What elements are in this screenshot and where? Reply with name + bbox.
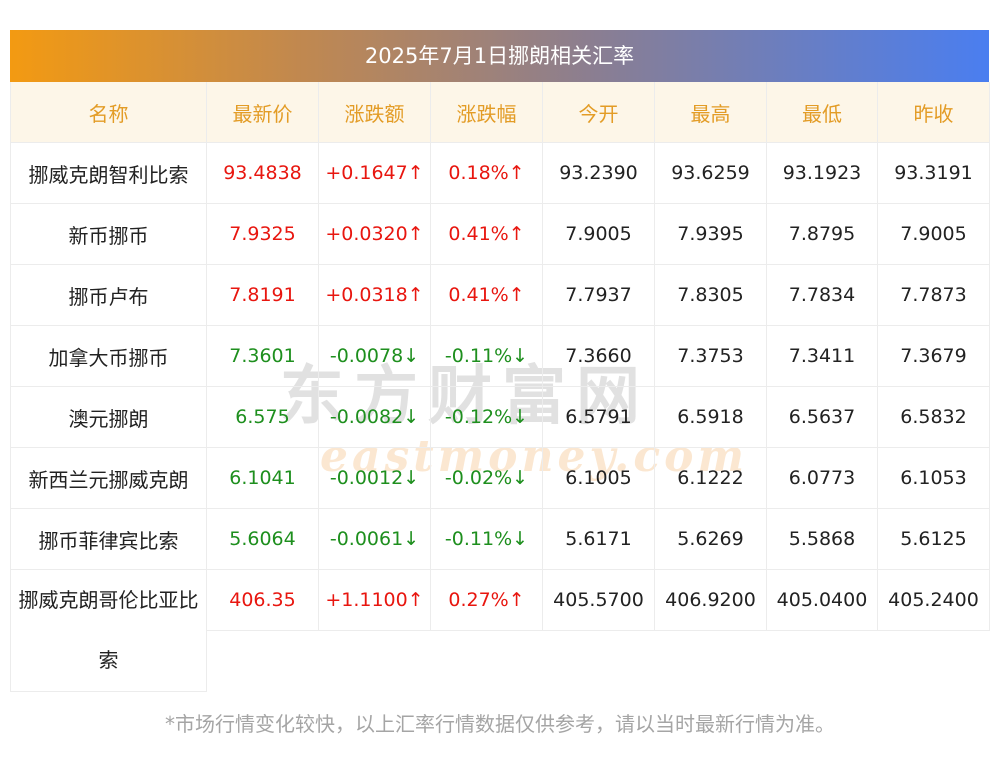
table-title: 2025年7月1日挪朗相关汇率: [10, 30, 989, 82]
header-row: 名称 最新价 涨跌额 涨跌幅 今开 最高 最低 昨收: [10, 82, 990, 143]
table-row: 新西兰元挪威克朗 6.1041 -0.0012↓ -0.02%↓ 6.1005 …: [10, 447, 990, 509]
rates-panel: 2025年7月1日挪朗相关汇率 名称 最新价 涨跌额 涨跌幅 今开 最高 最低 …: [10, 30, 990, 692]
table-row: 挪币菲律宾比索 5.6064 -0.0061↓ -0.11%↓ 5.6171 5…: [10, 508, 990, 570]
pair-name[interactable]: 澳元挪朗: [10, 386, 207, 448]
open-price: 93.2390: [542, 142, 655, 204]
prev-close: 93.3191: [877, 142, 990, 204]
low-price: 7.7834: [766, 264, 878, 326]
table-row: 挪币卢布 7.8191 +0.0318↑ 0.41%↑ 7.7937 7.830…: [10, 264, 990, 326]
change-amount: -0.0012↓: [318, 447, 431, 509]
low-price: 6.5637: [766, 386, 878, 448]
col-header-name: 名称: [10, 82, 207, 143]
col-header-high: 最高: [654, 82, 767, 143]
high-price: 7.8305: [654, 264, 767, 326]
latest-price: 6.575: [206, 386, 319, 448]
pair-name[interactable]: 挪威克朗智利比索: [10, 142, 207, 204]
col-header-prev: 昨收: [877, 82, 990, 143]
prev-close: 5.6125: [877, 508, 990, 570]
latest-price: 5.6064: [206, 508, 319, 570]
pair-name[interactable]: 新西兰元挪威克朗: [10, 447, 207, 509]
change-amount: -0.0061↓: [318, 508, 431, 570]
high-price: 6.1222: [654, 447, 767, 509]
latest-price: 406.35: [206, 569, 319, 631]
open-price: 6.5791: [542, 386, 655, 448]
change-percent: 0.41%↑: [430, 264, 543, 326]
pair-name[interactable]: 挪币菲律宾比索: [10, 508, 207, 570]
table-row: 挪威克朗智利比索 93.4838 +0.1647↑ 0.18%↑ 93.2390…: [10, 142, 990, 204]
footnote: *市场行情变化较快，以上汇率行情数据仅供参考，请以当时最新行情为准。: [165, 712, 835, 736]
open-price: 405.5700: [542, 569, 655, 631]
col-header-latest: 最新价: [206, 82, 319, 143]
pair-name[interactable]: 挪威克朗哥伦比亚比索: [10, 569, 207, 692]
change-percent: 0.18%↑: [430, 142, 543, 204]
change-amount: +0.0318↑: [318, 264, 431, 326]
low-price: 7.8795: [766, 203, 878, 265]
latest-price: 7.9325: [206, 203, 319, 265]
table-row: 加拿大币挪币 7.3601 -0.0078↓ -0.11%↓ 7.3660 7.…: [10, 325, 990, 387]
latest-price: 6.1041: [206, 447, 319, 509]
low-price: 7.3411: [766, 325, 878, 387]
prev-close: 7.9005: [877, 203, 990, 265]
col-header-open: 今开: [542, 82, 655, 143]
low-price: 93.1923: [766, 142, 878, 204]
high-price: 7.3753: [654, 325, 767, 387]
change-amount: -0.0082↓: [318, 386, 431, 448]
prev-close: 6.1053: [877, 447, 990, 509]
low-price: 5.5868: [766, 508, 878, 570]
high-price: 93.6259: [654, 142, 767, 204]
open-price: 7.7937: [542, 264, 655, 326]
high-price: 6.5918: [654, 386, 767, 448]
col-header-low: 最低: [766, 82, 878, 143]
col-header-change: 涨跌额: [318, 82, 431, 143]
change-percent: -0.02%↓: [430, 447, 543, 509]
change-percent: -0.11%↓: [430, 325, 543, 387]
latest-price: 7.8191: [206, 264, 319, 326]
prev-close: 6.5832: [877, 386, 990, 448]
pair-name[interactable]: 加拿大币挪币: [10, 325, 207, 387]
pair-name[interactable]: 新币挪币: [10, 203, 207, 265]
col-header-pct: 涨跌幅: [430, 82, 543, 143]
spacer-cell: [206, 630, 990, 691]
high-price: 7.9395: [654, 203, 767, 265]
open-price: 5.6171: [542, 508, 655, 570]
exchange-rate-table: 名称 最新价 涨跌额 涨跌幅 今开 最高 最低 昨收 挪威克朗智利比索 93.4…: [10, 82, 990, 692]
change-amount: +0.1647↑: [318, 142, 431, 204]
change-percent: -0.11%↓: [430, 508, 543, 570]
change-percent: 0.27%↑: [430, 569, 543, 631]
table-row: 澳元挪朗 6.575 -0.0082↓ -0.12%↓ 6.5791 6.591…: [10, 386, 990, 448]
low-price: 405.0400: [766, 569, 878, 631]
open-price: 7.9005: [542, 203, 655, 265]
change-amount: -0.0078↓: [318, 325, 431, 387]
open-price: 6.1005: [542, 447, 655, 509]
table-row-spacer: [11, 630, 990, 691]
high-price: 5.6269: [654, 508, 767, 570]
change-percent: -0.12%↓: [430, 386, 543, 448]
change-percent: 0.41%↑: [430, 203, 543, 265]
change-amount: +1.1100↑: [318, 569, 431, 631]
table-row: 挪威克朗哥伦比亚比索 406.35 +1.1100↑ 0.27%↑ 405.57…: [10, 569, 990, 692]
open-price: 7.3660: [542, 325, 655, 387]
change-amount: +0.0320↑: [318, 203, 431, 265]
pair-name[interactable]: 挪币卢布: [10, 264, 207, 326]
latest-price: 7.3601: [206, 325, 319, 387]
table-row: 新币挪币 7.9325 +0.0320↑ 0.41%↑ 7.9005 7.939…: [10, 203, 990, 265]
low-price: 6.0773: [766, 447, 878, 509]
prev-close: 405.2400: [877, 569, 990, 631]
high-price: 406.9200: [654, 569, 767, 631]
latest-price: 93.4838: [206, 142, 319, 204]
prev-close: 7.3679: [877, 325, 990, 387]
prev-close: 7.7873: [877, 264, 990, 326]
